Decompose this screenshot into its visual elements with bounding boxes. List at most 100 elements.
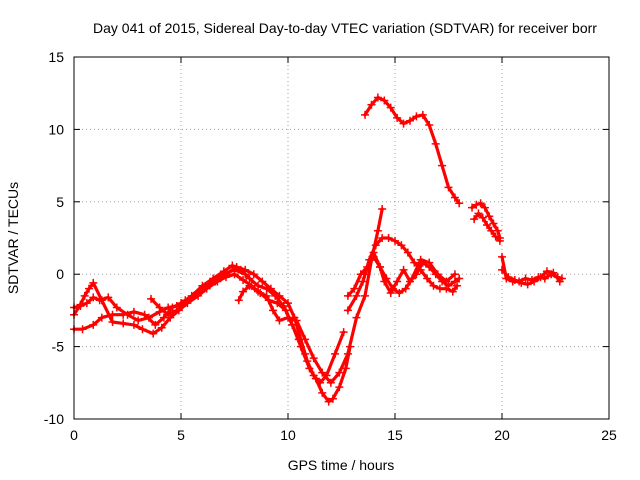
data-point [444, 183, 453, 192]
data-point [232, 262, 241, 271]
data-point [356, 270, 365, 279]
data-point [200, 284, 209, 293]
data-point [521, 274, 530, 283]
data-point [491, 232, 500, 241]
y-tick-label: 0 [56, 266, 64, 282]
data-point [258, 277, 267, 286]
y-tick-label: 5 [56, 194, 64, 210]
data-point [80, 291, 89, 300]
data-point [542, 267, 551, 276]
data-point [352, 313, 361, 322]
data-point [367, 100, 376, 109]
data-point [549, 268, 558, 277]
data-point [504, 273, 513, 282]
data-point [78, 325, 87, 334]
data-point [292, 316, 301, 325]
data-point [397, 241, 406, 250]
data-point [480, 203, 489, 212]
data-point [369, 252, 378, 261]
data-point [89, 320, 98, 329]
data-point [138, 325, 147, 334]
data-point [450, 270, 459, 279]
data-point [476, 199, 485, 208]
data-point [498, 252, 506, 261]
series-trace-m [498, 265, 564, 289]
data-point [431, 270, 440, 279]
data-point [450, 193, 459, 202]
data-point [418, 110, 427, 119]
data-point [455, 199, 464, 208]
data-point [343, 306, 352, 315]
data-series [70, 93, 566, 406]
data-point [363, 262, 372, 271]
data-point [234, 296, 243, 305]
series-trace-k [470, 209, 504, 245]
data-point [89, 278, 98, 287]
data-point [555, 277, 564, 286]
data-point [266, 284, 275, 293]
data-point [181, 299, 190, 308]
data-point [536, 273, 545, 282]
data-point [487, 226, 496, 235]
data-point [540, 274, 549, 283]
data-point [108, 317, 117, 326]
x-tick-label: 15 [387, 427, 403, 443]
x-tick-label: 10 [280, 427, 296, 443]
data-point [275, 316, 284, 325]
data-point [245, 274, 254, 283]
data-point [149, 329, 158, 338]
data-point [386, 289, 395, 298]
data-point [478, 213, 487, 222]
data-point [358, 277, 367, 286]
data-point [129, 307, 138, 316]
data-point [373, 93, 382, 102]
data-point [386, 103, 395, 112]
data-point [361, 291, 370, 300]
data-point [326, 378, 335, 387]
data-point [269, 306, 278, 315]
data-point [399, 265, 408, 274]
data-point [144, 313, 153, 322]
data-point [112, 303, 121, 312]
data-point [510, 275, 519, 284]
data-point [164, 310, 173, 319]
data-point [468, 203, 477, 212]
data-point [301, 335, 310, 344]
data-point [352, 291, 361, 300]
data-point [517, 278, 526, 287]
y-tick-label: 15 [48, 49, 64, 65]
x-tick-label: 25 [601, 427, 617, 443]
data-point [380, 277, 389, 286]
data-point [412, 270, 421, 279]
data-point [123, 310, 132, 319]
data-point [89, 293, 98, 302]
data-point [104, 293, 113, 302]
data-point [393, 113, 402, 122]
data-point [331, 349, 340, 358]
data-point [84, 284, 93, 293]
data-point [328, 394, 337, 403]
data-point [147, 294, 156, 303]
data-point [455, 274, 464, 283]
series-trace-e [234, 205, 387, 387]
data-point [245, 281, 254, 290]
data-point [444, 281, 453, 290]
x-tick-label: 5 [177, 427, 185, 443]
data-point [378, 205, 387, 214]
data-point [97, 313, 106, 322]
series-line [363, 95, 461, 205]
data-point [309, 354, 318, 363]
data-point [164, 303, 173, 312]
data-point [211, 277, 220, 286]
y-tick-label: -10 [44, 411, 64, 427]
data-point [448, 287, 457, 296]
data-point [401, 284, 410, 293]
data-point [343, 349, 352, 358]
data-point [373, 226, 382, 235]
data-point [350, 284, 359, 293]
data-point [431, 139, 440, 148]
y-tick-label: -5 [52, 339, 65, 355]
data-point [474, 209, 483, 218]
data-point [523, 280, 532, 289]
